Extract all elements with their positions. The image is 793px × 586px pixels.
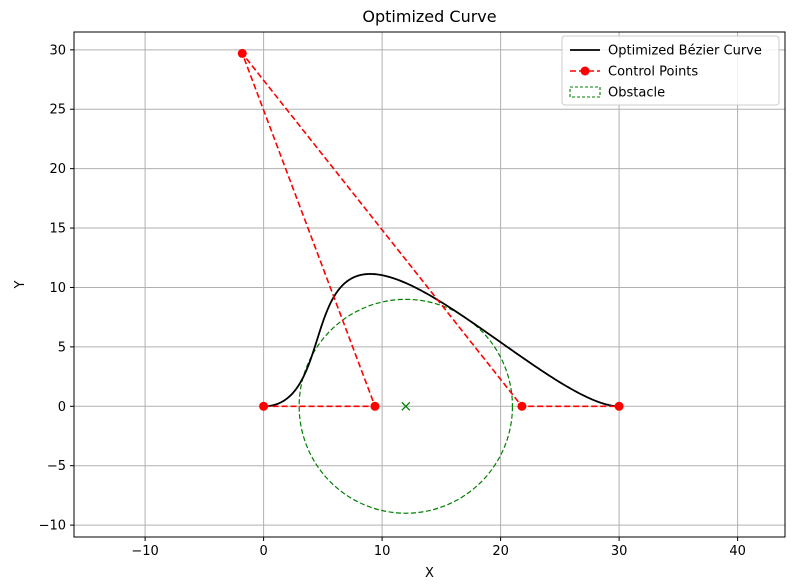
y-tick-label: −10 [39,519,66,534]
y-tick-label: 15 [49,222,66,237]
y-tick-label: −5 [47,459,66,474]
chart-title: Optimized Curve [362,7,496,26]
control-point [370,401,380,411]
legend-label: Optimized Bézier Curve [608,44,762,59]
obstacle-circle [298,298,514,514]
control-point [517,401,527,411]
control-point [237,48,247,58]
legend-handle-marker [580,66,590,76]
control-point [614,401,624,411]
y-tick-label: 20 [49,162,66,177]
y-tick-label: 5 [58,340,66,355]
x-tick-label: 20 [492,544,509,559]
y-axis-label: Y [13,280,28,289]
plot-frame [73,31,786,538]
x-axis-label: X [425,566,434,581]
y-tick-label: 10 [49,281,66,296]
legend-label: Obstacle [608,86,665,101]
plot-data [237,48,624,514]
y-tick-label: 25 [49,103,66,118]
axis-ticks: −10 0 10 20 30 40 −10 −5 0 5 10 15 20 25 30 [39,43,746,559]
x-tick-label: −10 [131,544,158,559]
x-tick-label: 40 [729,544,746,559]
y-tick-label: 30 [49,43,66,58]
bezier-curve [263,273,620,408]
legend-box [561,35,780,106]
control-point [259,401,269,411]
legend-label: Control Points [608,65,698,80]
x-tick-label: 10 [374,544,391,559]
y-tick-label: 0 [58,400,66,415]
obstacle-center-marker [401,401,411,411]
x-tick-label: 30 [611,544,628,559]
legend-handle-obstacle [569,86,601,98]
legend: Optimized Bézier Curve Control Points Obst… [561,35,780,106]
x-tick-label: 0 [259,544,267,559]
grid-lines [74,32,785,537]
